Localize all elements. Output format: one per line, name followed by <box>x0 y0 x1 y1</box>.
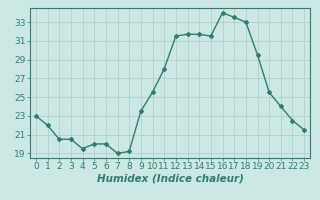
X-axis label: Humidex (Indice chaleur): Humidex (Indice chaleur) <box>97 174 244 184</box>
